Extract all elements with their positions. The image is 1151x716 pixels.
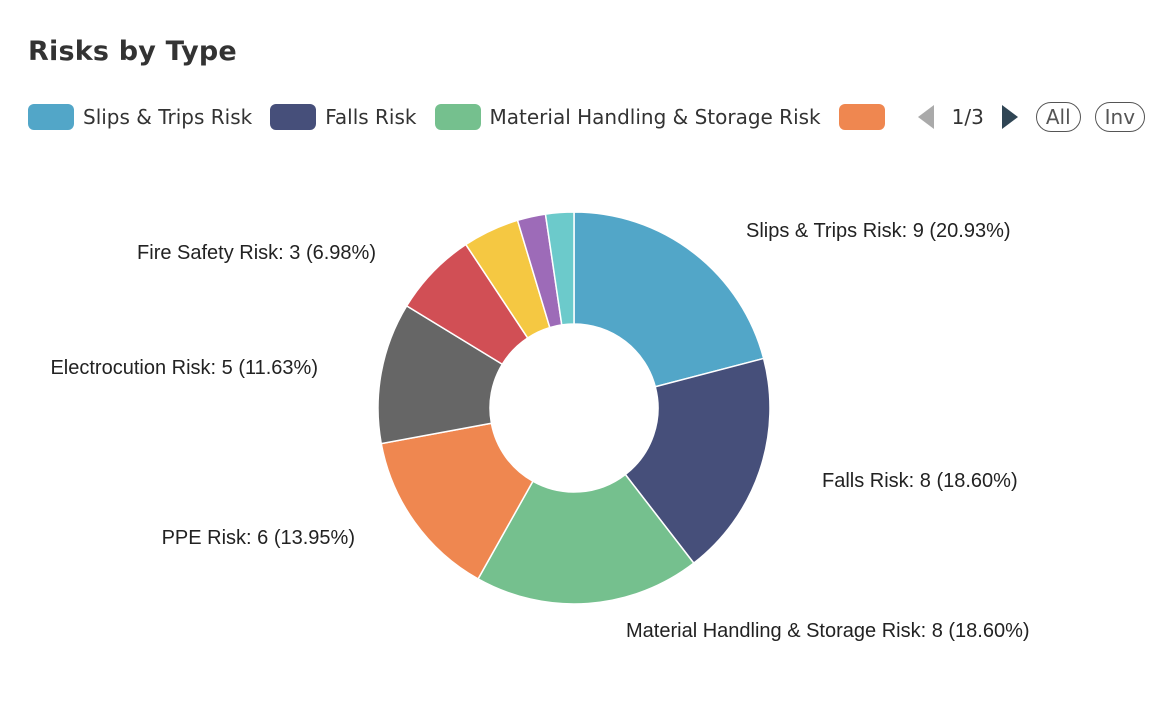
legend-item-slips-trips[interactable]: Slips & Trips Risk bbox=[28, 104, 252, 130]
legend-page-indicator: 1/3 bbox=[951, 105, 984, 129]
legend-swatch bbox=[270, 104, 317, 130]
legend-item-material-handling[interactable]: Material Handling & Storage Risk bbox=[434, 104, 821, 130]
legend-select-all-button[interactable]: All bbox=[1035, 102, 1081, 132]
donut-slice-ppe-risk[interactable] bbox=[380, 422, 534, 580]
chart-title: Risks by Type bbox=[28, 36, 237, 67]
legend-swatch bbox=[28, 104, 74, 130]
legend-label: Slips & Trips Risk bbox=[83, 105, 253, 129]
legend-label: Falls Risk bbox=[325, 105, 417, 129]
slice-label-fire-safety-risk: Fire Safety Risk: 3 (6.98%) bbox=[137, 242, 376, 264]
slice-label-ppe-risk: PPE Risk: 6 (13.95%) bbox=[162, 527, 355, 549]
donut-slice-unlabeled-8[interactable] bbox=[544, 211, 575, 326]
legend-item-falls[interactable]: Falls Risk bbox=[270, 104, 417, 130]
legend-prev-page-icon[interactable] bbox=[917, 105, 934, 129]
legend-pager: 1/3 bbox=[917, 105, 1018, 129]
donut-slice-falls-risk[interactable] bbox=[624, 357, 771, 565]
donut-slice-material-handling-and-storage-risk[interactable] bbox=[477, 473, 695, 605]
slice-label-material-handling-and-storage-risk: Material Handling & Storage Risk: 8 (18.… bbox=[626, 620, 1030, 642]
legend-swatch bbox=[434, 104, 481, 130]
legend-swatch bbox=[838, 104, 885, 130]
chart-legend: Slips & Trips Risk Falls Risk Material H… bbox=[28, 100, 1146, 134]
legend-item-ppe-truncated[interactable] bbox=[838, 104, 894, 130]
slice-label-slips-and-trips-risk: Slips & Trips Risk: 9 (20.93%) bbox=[746, 220, 1011, 242]
slice-label-falls-risk: Falls Risk: 8 (18.60%) bbox=[822, 470, 1018, 492]
legend-next-page-icon[interactable] bbox=[1001, 105, 1018, 129]
slice-label-electrocution-risk: Electrocution Risk: 5 (11.63%) bbox=[50, 357, 318, 379]
legend-inverse-button[interactable]: Inv bbox=[1094, 102, 1146, 132]
legend-label: Material Handling & Storage Risk bbox=[489, 105, 821, 129]
donut-slice-slips-and-trips-risk[interactable] bbox=[573, 211, 765, 388]
